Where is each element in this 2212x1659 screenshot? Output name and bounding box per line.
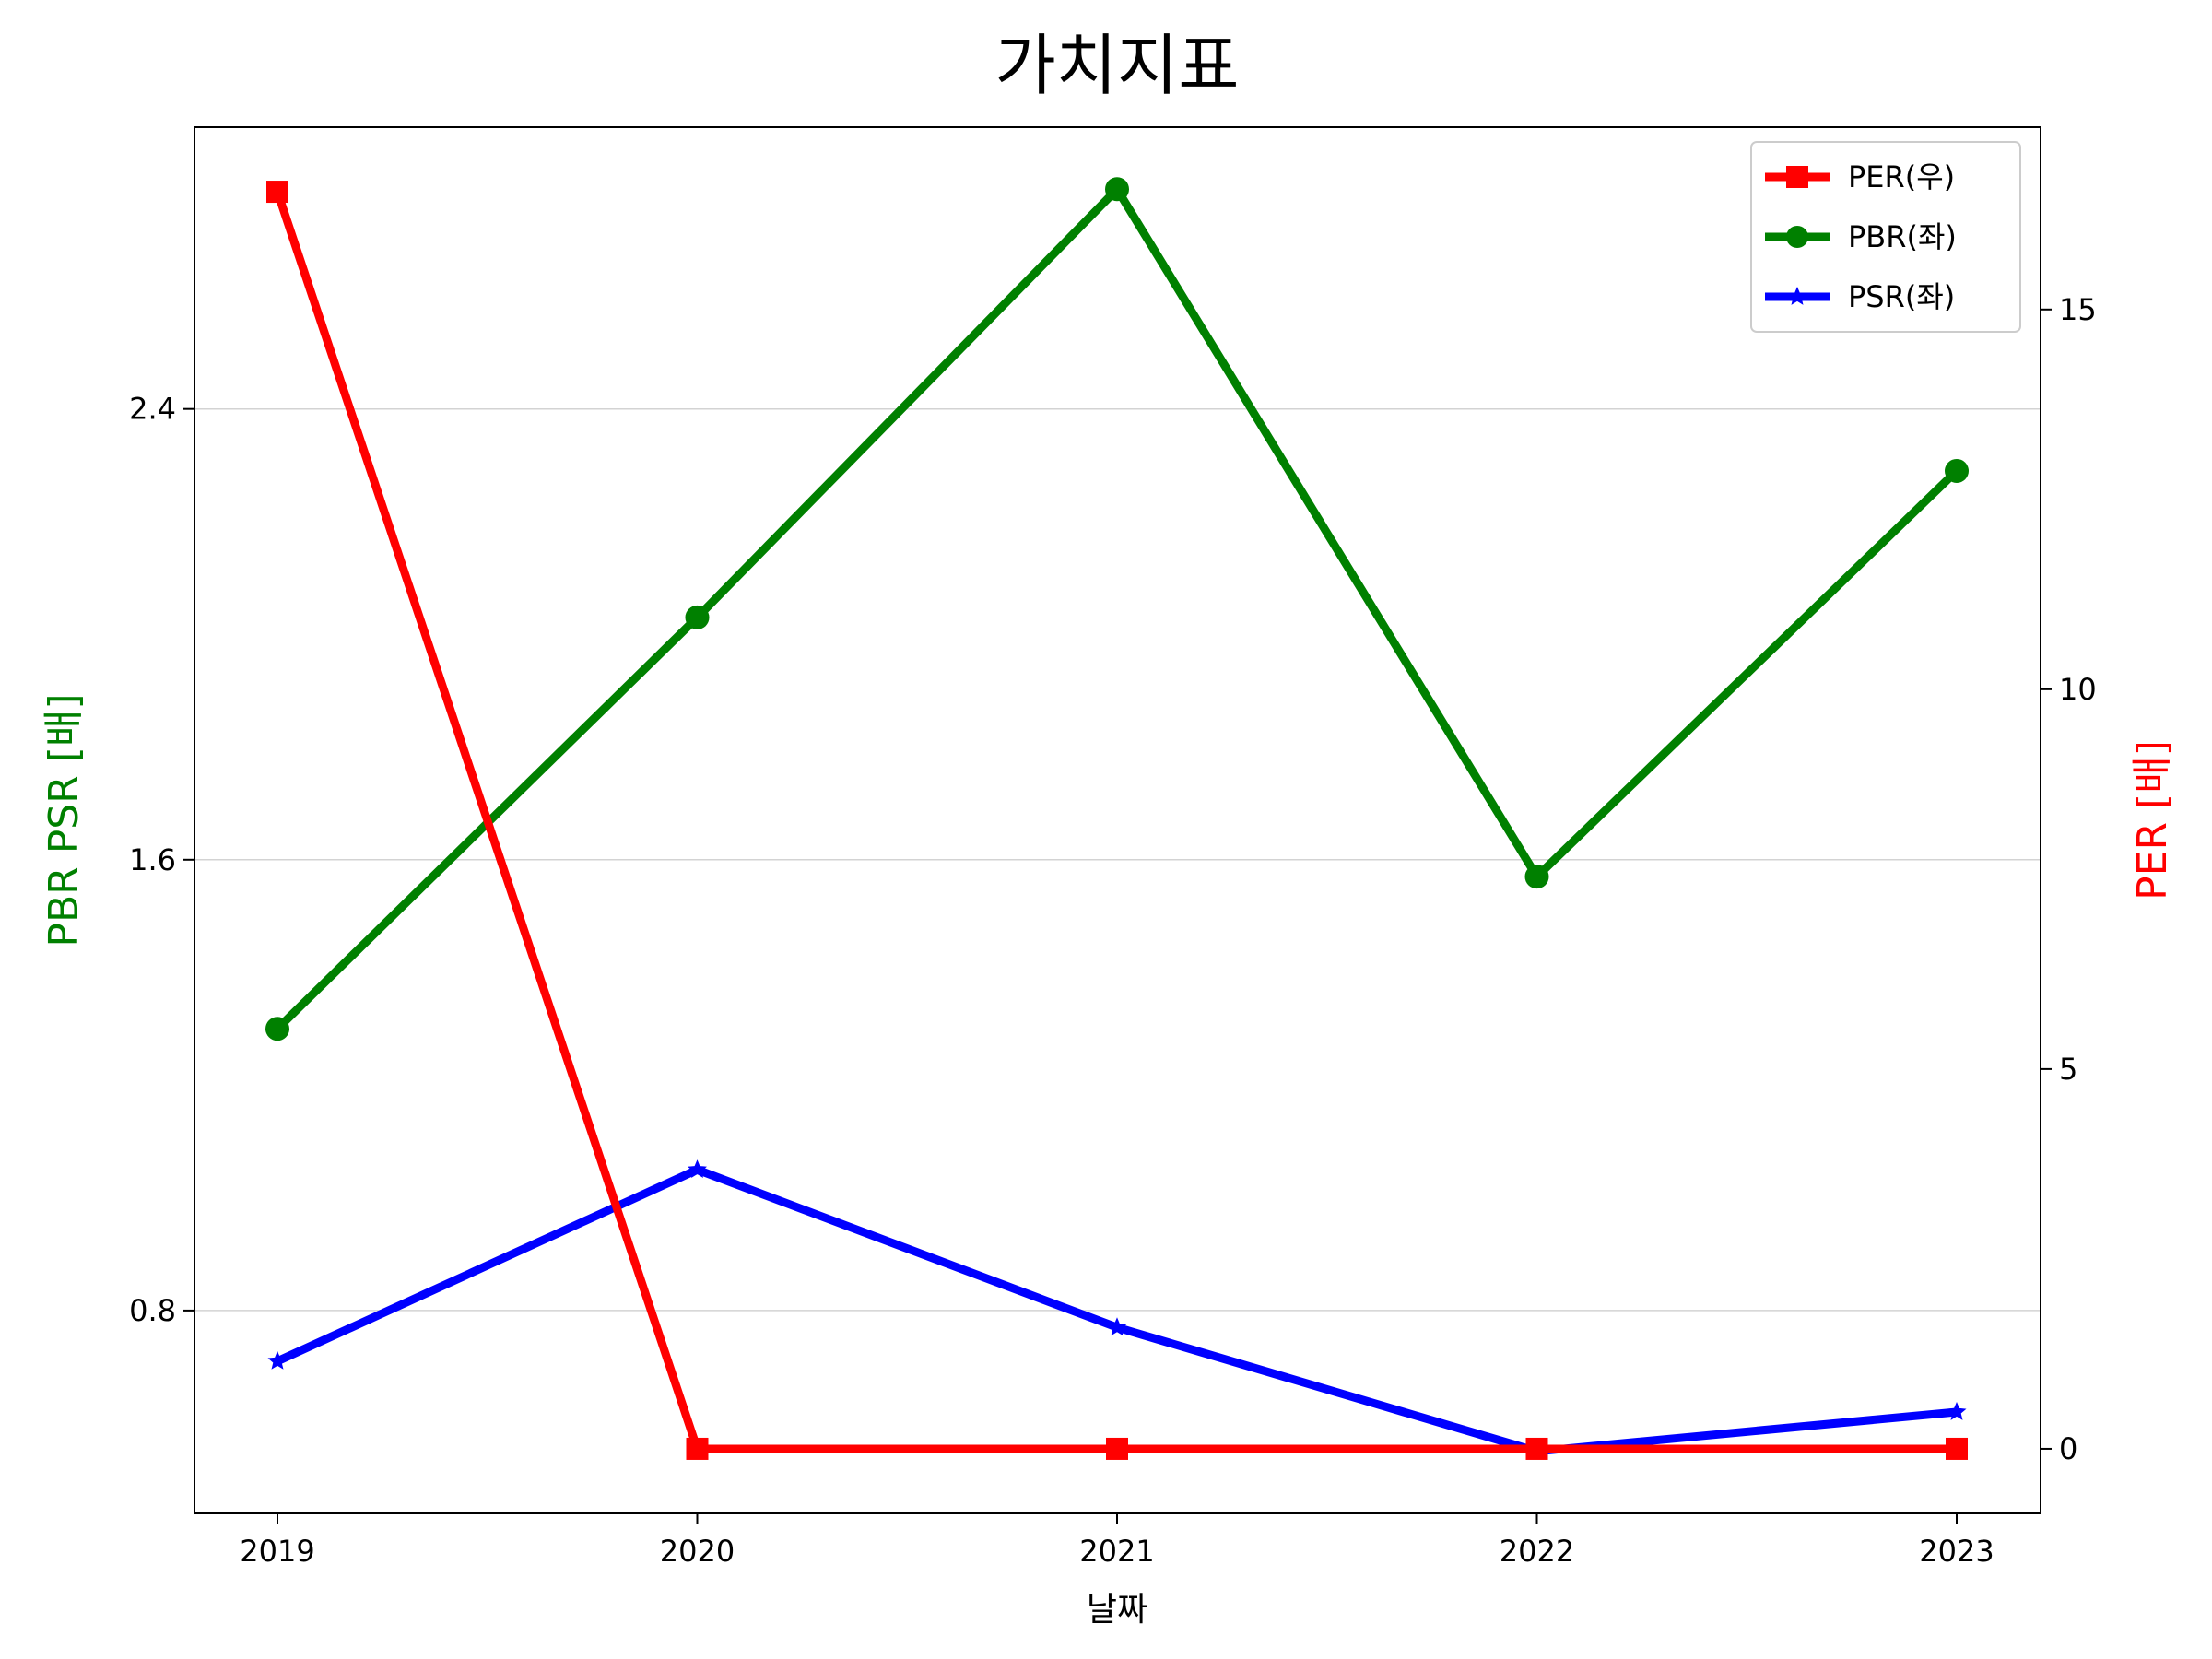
x-tick-label: 2021 xyxy=(1079,1534,1154,1569)
x-axis-label: 날짜 xyxy=(1087,1591,1147,1629)
right-y-tick-label: 10 xyxy=(2059,672,2097,707)
x-tick-label: 2019 xyxy=(240,1534,314,1569)
square-marker xyxy=(266,181,288,204)
x-tick-label: 2022 xyxy=(1500,1534,1574,1569)
square-marker xyxy=(686,1437,709,1460)
x-tick-label: 2020 xyxy=(660,1534,735,1569)
star-marker xyxy=(1947,1402,1967,1420)
right-y-tick-label: 5 xyxy=(2059,1052,2077,1087)
right-y-axis-label: PER [배] xyxy=(2129,740,2176,900)
circle-marker xyxy=(1105,177,1129,202)
circle-marker xyxy=(265,1017,289,1041)
circle-marker xyxy=(1524,865,1549,889)
left-y-axis: 0.8 1.6 2.4 xyxy=(129,392,194,1328)
series-layer xyxy=(265,177,1969,1460)
left-y-tick-label: 2.4 xyxy=(129,392,176,427)
legend: PER(우) PBR(좌) PSR(좌) xyxy=(1750,141,2021,333)
square-marker xyxy=(1946,1437,1968,1460)
chart-title: 가치지표 xyxy=(995,27,1240,104)
right-y-tick-label: 15 xyxy=(2059,292,2097,327)
right-y-axis: 0 5 10 15 xyxy=(2041,292,2097,1466)
legend-box xyxy=(1750,141,2021,333)
left-y-axis-label: PBR PSR [배] xyxy=(41,693,88,947)
circle-marker xyxy=(685,605,710,629)
left-y-tick-label: 1.6 xyxy=(129,842,176,877)
star-marker xyxy=(1787,287,1807,305)
star-marker xyxy=(1107,1317,1127,1336)
square-marker xyxy=(1106,1437,1128,1460)
circle-marker xyxy=(1786,226,1808,248)
x-axis: 2019 2020 2021 2022 2023 xyxy=(240,1513,1994,1569)
right-y-tick-label: 0 xyxy=(2059,1431,2077,1466)
legend-label: PER(우) xyxy=(1848,159,1955,194)
x-tick-label: 2023 xyxy=(1919,1534,1994,1569)
star-marker xyxy=(267,1350,288,1370)
legend-label: PBR(좌) xyxy=(1848,219,1957,254)
circle-marker xyxy=(1945,458,1969,483)
legend-label: PSR(좌) xyxy=(1848,279,1955,314)
left-y-tick-label: 0.8 xyxy=(129,1293,176,1328)
square-marker xyxy=(1786,166,1808,188)
square-marker xyxy=(1525,1437,1548,1460)
star-marker xyxy=(688,1159,707,1178)
